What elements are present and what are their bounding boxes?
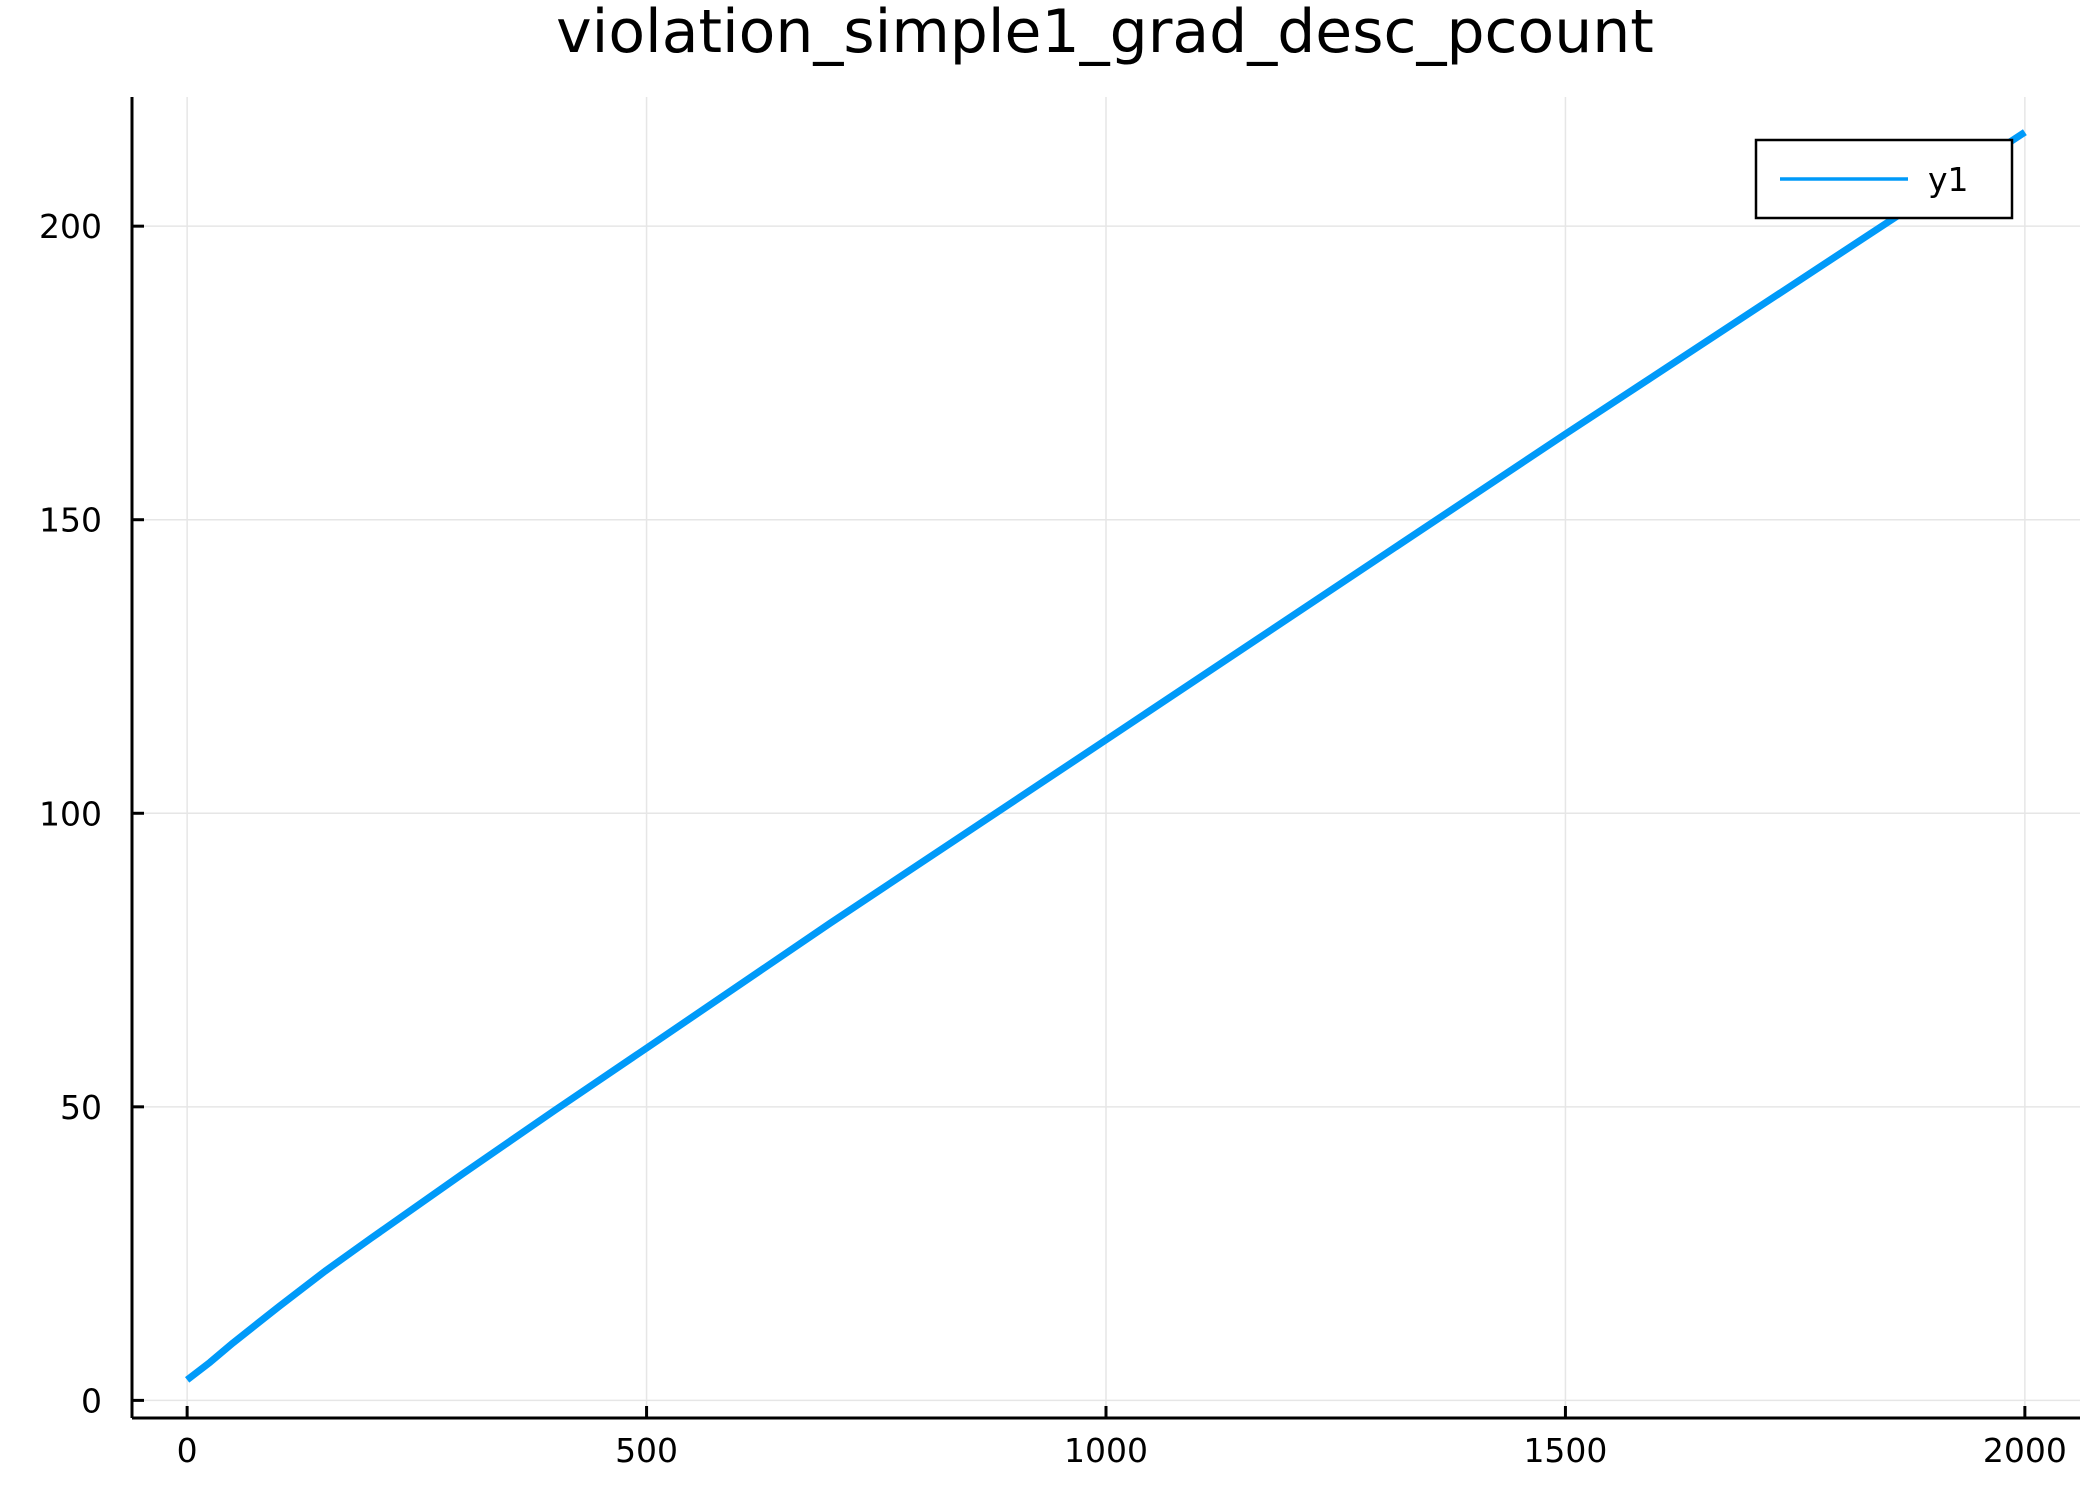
y-tick-label: 100 bbox=[39, 794, 102, 833]
x-tick-label: 0 bbox=[177, 1431, 198, 1470]
series-layer bbox=[184, 129, 2027, 1383]
y-tick-label: 200 bbox=[39, 207, 102, 246]
y-tick-label: 150 bbox=[39, 501, 102, 540]
x-tick-label: 500 bbox=[615, 1431, 678, 1470]
series-line-y1 bbox=[184, 129, 2027, 1383]
x-tick-label: 2000 bbox=[1983, 1431, 2067, 1470]
y-tick-label: 0 bbox=[81, 1381, 102, 1420]
grid-lines bbox=[132, 97, 2080, 1418]
legend-label: y1 bbox=[1928, 160, 1969, 199]
x-tick-label: 1500 bbox=[1523, 1431, 1607, 1470]
legend: y1 bbox=[1754, 138, 2014, 220]
y-tick-label: 50 bbox=[60, 1088, 102, 1127]
axes: 0 500 1000 1500 2000 0 50 100 150 200 bbox=[39, 97, 2080, 1470]
x-tick-label: 1000 bbox=[1064, 1431, 1148, 1470]
chart-title: violation_simple1_grad_desc_pcount bbox=[556, 0, 1654, 67]
